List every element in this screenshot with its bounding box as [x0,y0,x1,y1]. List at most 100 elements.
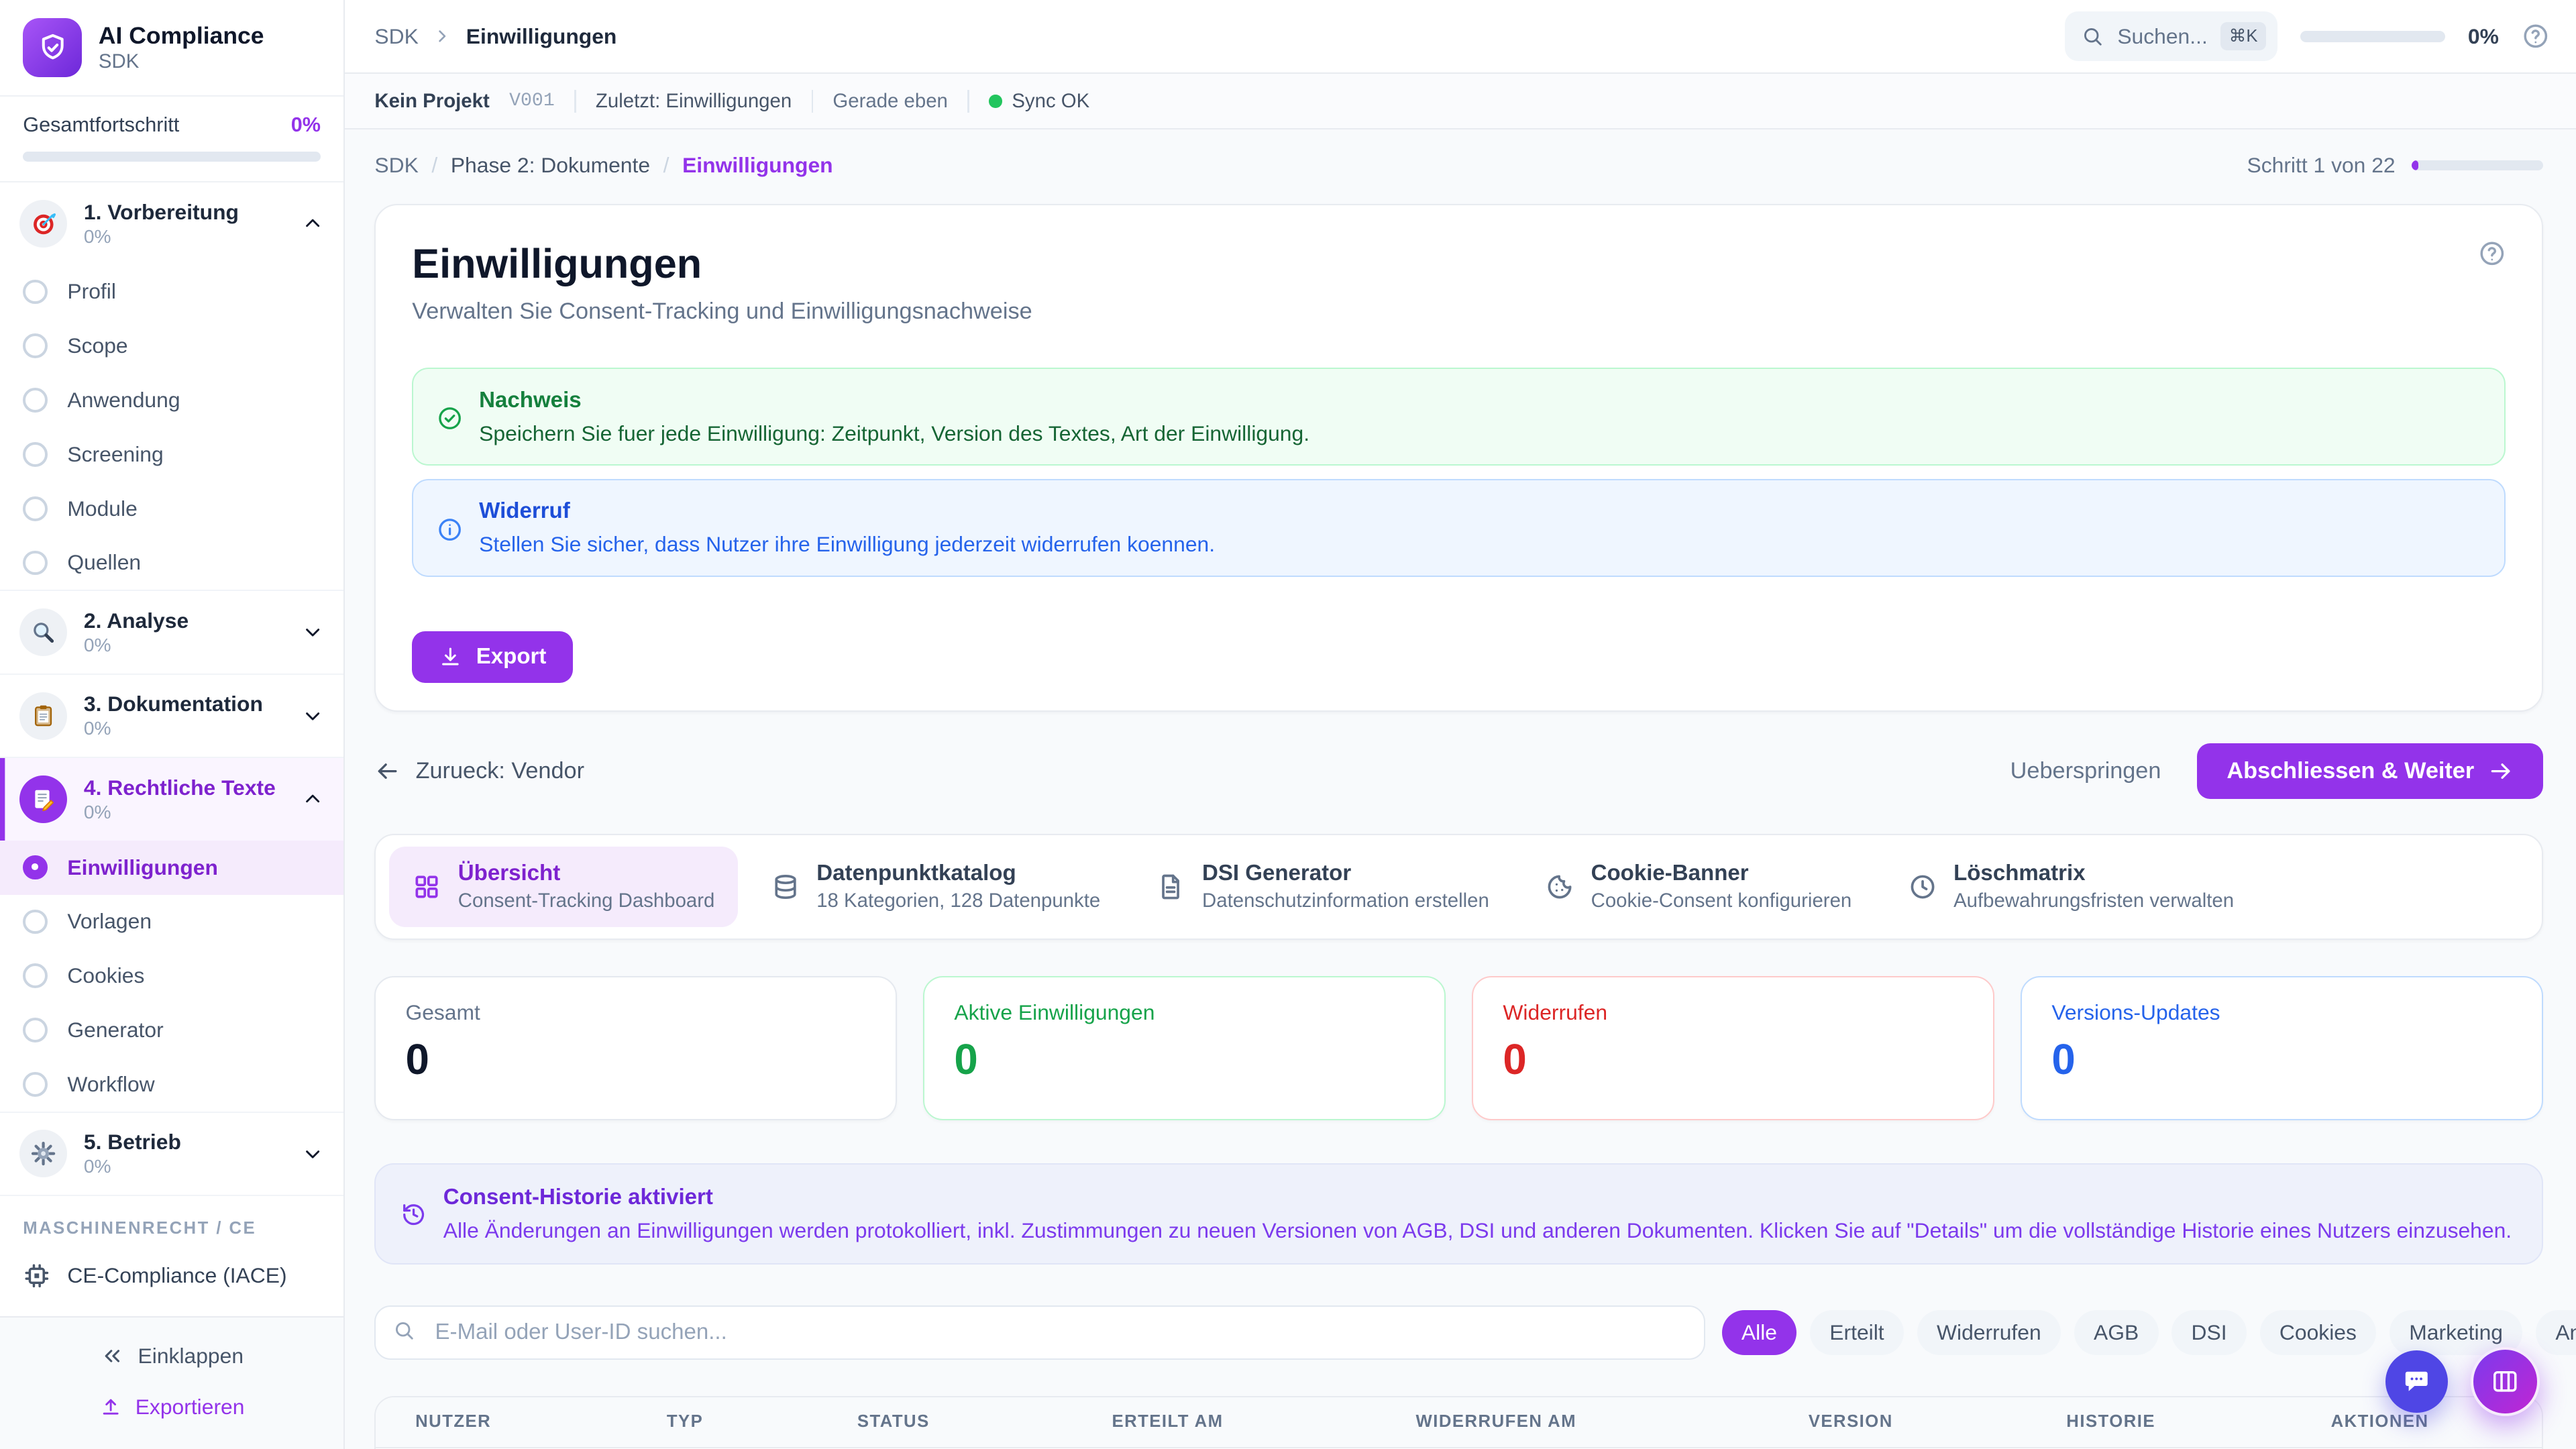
stats-row: Gesamt 0 Aktive Einwilligungen 0 Widerru… [374,975,2544,1121]
sidebar-section-header[interactable]: 1. Vorbereitung 0% [0,182,343,264]
collapse-sidebar-button[interactable]: Einklappen [0,1330,343,1381]
filter-chip-cookies[interactable]: Cookies [2259,1310,2377,1355]
page-subtitle: Verwalten Sie Consent-Tracking und Einwi… [412,299,1032,325]
radio-indicator [23,963,48,989]
tab-title: DSI Generator [1202,861,1352,886]
help-icon[interactable] [2478,239,2506,268]
radio-indicator [23,496,48,521]
column-header-version: VERSION [1808,1412,1893,1432]
sidebar-item-einwilligungen[interactable]: Einwilligungen [0,840,344,895]
sidebar-item-screening[interactable]: Screening [0,427,343,482]
sidebar-section-header[interactable]: 2. Analyse 0% [0,591,343,673]
skip-button[interactable]: Ueberspringen [2010,757,2161,784]
stat-card-widerrufen: Widerrufen 0 [1472,975,1995,1121]
section-icon [19,1130,68,1178]
sidebar-item-generator[interactable]: Generator [0,1003,343,1057]
column-header-status: STATUS [857,1412,930,1432]
consent-history-banner: Consent-Historie aktiviert Alle Änderung… [374,1163,2544,1265]
section-icon [19,608,68,657]
filter-chip-analyse[interactable]: Analyse [2535,1310,2576,1355]
database-icon [771,872,800,902]
section-title: 2. Analyse [83,608,189,633]
sidebar-item-label: Generator [67,1018,164,1042]
tab-datenpunktkatalog[interactable]: Datenpunktkatalog 18 Kategorien, 128 Dat… [747,847,1123,927]
section-icon [19,775,68,823]
sidebar-section: 3. Dokumentation 0% [0,675,344,759]
stat-card-aktive-einwilligungen: Aktive Einwilligungen 0 [923,975,1446,1121]
sidebar-item-workflow[interactable]: Workflow [0,1057,343,1112]
filter-chip-alle[interactable]: Alle [1721,1310,1797,1355]
tab-dsi-generator[interactable]: DSI Generator Datenschutzinformation ers… [1133,847,1512,927]
divider [967,89,969,113]
page-header-card: Einwilligungen Verwalten Sie Consent-Tra… [374,203,2544,712]
overall-progress-bar [23,152,321,162]
breadcrumb: SDK / Phase 2: Dokumente / Einwilligunge… [374,153,833,178]
filter-chip-dsi[interactable]: DSI [2171,1310,2247,1355]
panels-button[interactable] [2471,1347,2540,1417]
tab--bersicht[interactable]: Übersicht Consent-Tracking Dashboard [388,846,738,927]
finish-next-button[interactable]: Abschliessen & Weiter [2197,743,2544,800]
section-title: 3. Dokumentation [83,692,263,716]
sidebar-item-label: Anwendung [67,388,180,413]
sidebar-item-vorlagen[interactable]: Vorlagen [0,895,343,949]
back-button[interactable]: Zurueck: Vendor [374,758,584,784]
sidebar-item-quellen[interactable]: Quellen [0,536,343,590]
radio-indicator [23,333,48,359]
stat-card-gesamt: Gesamt 0 [374,975,898,1121]
tab-l-schmatrix[interactable]: Löschmatrix Aufbewahrungsfristen verwalt… [1884,847,2257,927]
filter-chip-erteilt[interactable]: Erteilt [1809,1310,1904,1355]
radio-indicator [23,909,48,934]
section-percent: 0% [83,225,111,247]
sidebar-item-cookies[interactable]: Cookies [0,949,343,1003]
stat-label: Aktive Einwilligungen [954,1000,1155,1024]
cpu-icon [23,1262,51,1290]
topbar-breadcrumb-root[interactable]: SDK [374,23,419,48]
sidebar-header: AI Compliance SDK [0,0,344,97]
sidebar-section-header[interactable]: 4. Rechtliche Texte 0% [0,758,344,841]
app-title: AI Compliance [98,22,264,50]
export-sidebar-button[interactable]: Exportieren [0,1381,343,1432]
section-title: 5. Betrieb [83,1130,181,1155]
filter-chip-agb[interactable]: AGB [2074,1310,2159,1355]
arrow-right-icon [2487,758,2514,784]
sidebar-item-scope[interactable]: Scope [0,319,343,373]
grid-icon [412,872,441,902]
radio-indicator [23,550,48,576]
filter-chip-widerrufen[interactable]: Widerrufen [1917,1310,2061,1355]
column-header-nutzer: NUTZER [415,1412,492,1432]
chat-bubble-icon [2401,1366,2432,1397]
user-search [374,1305,1706,1360]
info-box-title: Widerruf [479,498,570,524]
sidebar-item-label: Vorlagen [67,909,152,934]
section-icon [19,199,68,248]
sidebar-item-profil[interactable]: Profil [0,265,343,319]
sidebar-item-ce-compliance[interactable]: CE-Compliance (IACE) [0,1248,343,1309]
help-icon[interactable] [2522,22,2550,50]
tab-cookie-banner[interactable]: Cookie-Banner Cookie-Consent konfigurier… [1522,847,1875,927]
global-search[interactable]: Suchen... ⌘K [2064,11,2277,61]
sidebar-group-label: MASCHINENRECHT / CE [23,1219,257,1238]
stat-label: Widerrufen [1503,1000,1608,1024]
section-percent: 0% [83,718,111,739]
last-visited-status: Zuletzt: Einwilligungen [595,89,792,112]
sidebar-footer: Einklappen Exportieren [0,1316,344,1449]
chevron-icon [301,1142,324,1165]
radio-indicator [23,1018,48,1042]
table-header-row: NUTZER TYP STATUS ERTEILT AM WIDERRUFEN AM VE… [376,1397,2542,1448]
sidebar-section-header[interactable]: 5. Betrieb 0% [0,1113,343,1195]
section-icon [19,692,68,740]
stat-label: Gesamt [405,1000,480,1024]
chat-button[interactable] [2385,1350,2448,1413]
banner-title: Consent-Historie aktiviert [443,1184,713,1210]
user-search-input[interactable] [374,1305,1706,1360]
sidebar-item-label: Screening [67,441,164,466]
tab-subtitle: Consent-Tracking Dashboard [458,890,715,912]
sidebar-section-header[interactable]: 3. Dokumentation 0% [0,675,343,757]
tab-title: Löschmatrix [1953,861,2086,886]
sidebar-item-anwendung[interactable]: Anwendung [0,373,343,427]
breadcrumb-phase[interactable]: Phase 2: Dokumente [450,152,651,177]
breadcrumb-sdk[interactable]: SDK [374,152,419,177]
divider [574,89,576,113]
export-button[interactable]: Export [412,631,573,683]
sidebar-item-module[interactable]: Module [0,482,343,536]
